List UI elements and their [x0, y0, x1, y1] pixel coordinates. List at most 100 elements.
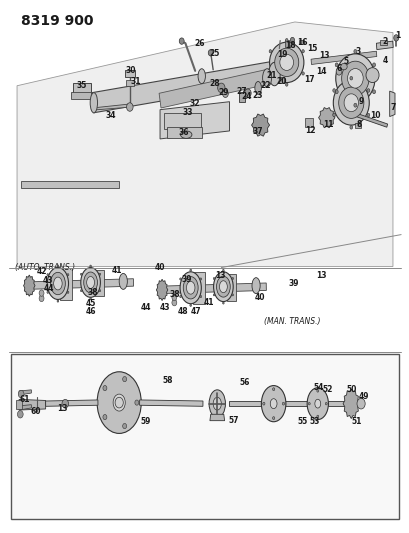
Bar [125, 70, 135, 77]
Circle shape [262, 402, 264, 405]
Text: 43: 43 [42, 276, 53, 285]
Ellipse shape [90, 93, 97, 113]
Text: 1: 1 [394, 31, 400, 41]
Text: 29: 29 [218, 87, 228, 96]
Circle shape [213, 278, 214, 279]
Text: 44: 44 [43, 284, 54, 293]
Bar [284, 40, 288, 47]
Text: 42: 42 [37, 268, 47, 276]
Bar [167, 127, 202, 138]
Ellipse shape [183, 277, 198, 299]
Polygon shape [209, 414, 224, 421]
Circle shape [353, 103, 356, 107]
Circle shape [67, 291, 69, 293]
Polygon shape [228, 401, 262, 406]
Ellipse shape [83, 272, 97, 293]
Polygon shape [318, 108, 334, 128]
Text: 39: 39 [288, 279, 299, 288]
Text: 36: 36 [178, 128, 189, 137]
Text: 28: 28 [209, 79, 220, 88]
Polygon shape [355, 114, 387, 127]
Circle shape [349, 76, 352, 80]
Bar [164, 114, 200, 130]
Circle shape [208, 50, 213, 56]
Text: 57: 57 [228, 416, 238, 425]
Circle shape [200, 295, 201, 297]
Text: 13: 13 [57, 405, 68, 414]
Bar [11, 354, 398, 519]
Ellipse shape [186, 281, 194, 294]
Circle shape [103, 415, 107, 419]
Circle shape [301, 72, 303, 75]
Ellipse shape [119, 273, 127, 289]
Circle shape [179, 295, 181, 297]
Circle shape [272, 388, 274, 391]
Circle shape [189, 304, 191, 306]
Ellipse shape [115, 397, 123, 408]
Circle shape [135, 400, 139, 405]
Polygon shape [160, 283, 266, 294]
Circle shape [366, 88, 369, 92]
Circle shape [290, 37, 294, 43]
Text: 51: 51 [350, 417, 360, 426]
Circle shape [103, 385, 107, 391]
Circle shape [39, 295, 44, 302]
Ellipse shape [340, 63, 346, 70]
Circle shape [122, 423, 126, 429]
Polygon shape [94, 270, 103, 296]
Text: 31: 31 [130, 77, 140, 86]
Polygon shape [226, 274, 236, 301]
Circle shape [316, 390, 318, 392]
Text: 59: 59 [140, 417, 151, 426]
Circle shape [335, 63, 337, 67]
Text: 52: 52 [321, 385, 332, 394]
Circle shape [39, 290, 44, 296]
Circle shape [335, 68, 341, 75]
Text: 44: 44 [140, 303, 151, 312]
Circle shape [324, 402, 326, 405]
Text: 26: 26 [194, 39, 205, 48]
Circle shape [282, 402, 284, 405]
Text: 10: 10 [370, 111, 380, 120]
Text: 40: 40 [155, 263, 165, 272]
Circle shape [18, 410, 23, 418]
Circle shape [122, 376, 126, 382]
Bar [304, 118, 312, 127]
Bar [71, 92, 90, 99]
Ellipse shape [365, 68, 378, 83]
Text: 58: 58 [162, 376, 172, 385]
Ellipse shape [219, 281, 227, 293]
Ellipse shape [268, 62, 279, 86]
Ellipse shape [338, 87, 363, 118]
Ellipse shape [341, 61, 368, 95]
Circle shape [179, 278, 181, 280]
Text: 48: 48 [177, 306, 188, 316]
Bar [126, 80, 134, 86]
Text: 37: 37 [252, 127, 263, 136]
Circle shape [231, 294, 233, 296]
Circle shape [349, 126, 352, 129]
Polygon shape [91, 60, 283, 113]
Polygon shape [17, 22, 392, 266]
Circle shape [222, 90, 228, 98]
Circle shape [366, 113, 369, 117]
Polygon shape [251, 114, 269, 136]
Text: 56: 56 [238, 378, 249, 387]
Ellipse shape [269, 42, 303, 83]
Ellipse shape [262, 69, 271, 87]
Text: 22: 22 [260, 81, 270, 90]
Text: 3: 3 [355, 47, 360, 56]
Text: 41: 41 [112, 266, 122, 275]
Circle shape [67, 273, 69, 276]
Text: 30: 30 [125, 67, 135, 75]
Polygon shape [91, 104, 131, 110]
Polygon shape [156, 279, 167, 301]
Text: 13: 13 [215, 271, 225, 279]
Text: 45: 45 [85, 299, 96, 308]
Bar [379, 40, 386, 45]
Polygon shape [24, 275, 35, 296]
Circle shape [99, 289, 101, 292]
Polygon shape [159, 69, 271, 108]
Ellipse shape [347, 69, 362, 88]
Circle shape [222, 269, 224, 271]
